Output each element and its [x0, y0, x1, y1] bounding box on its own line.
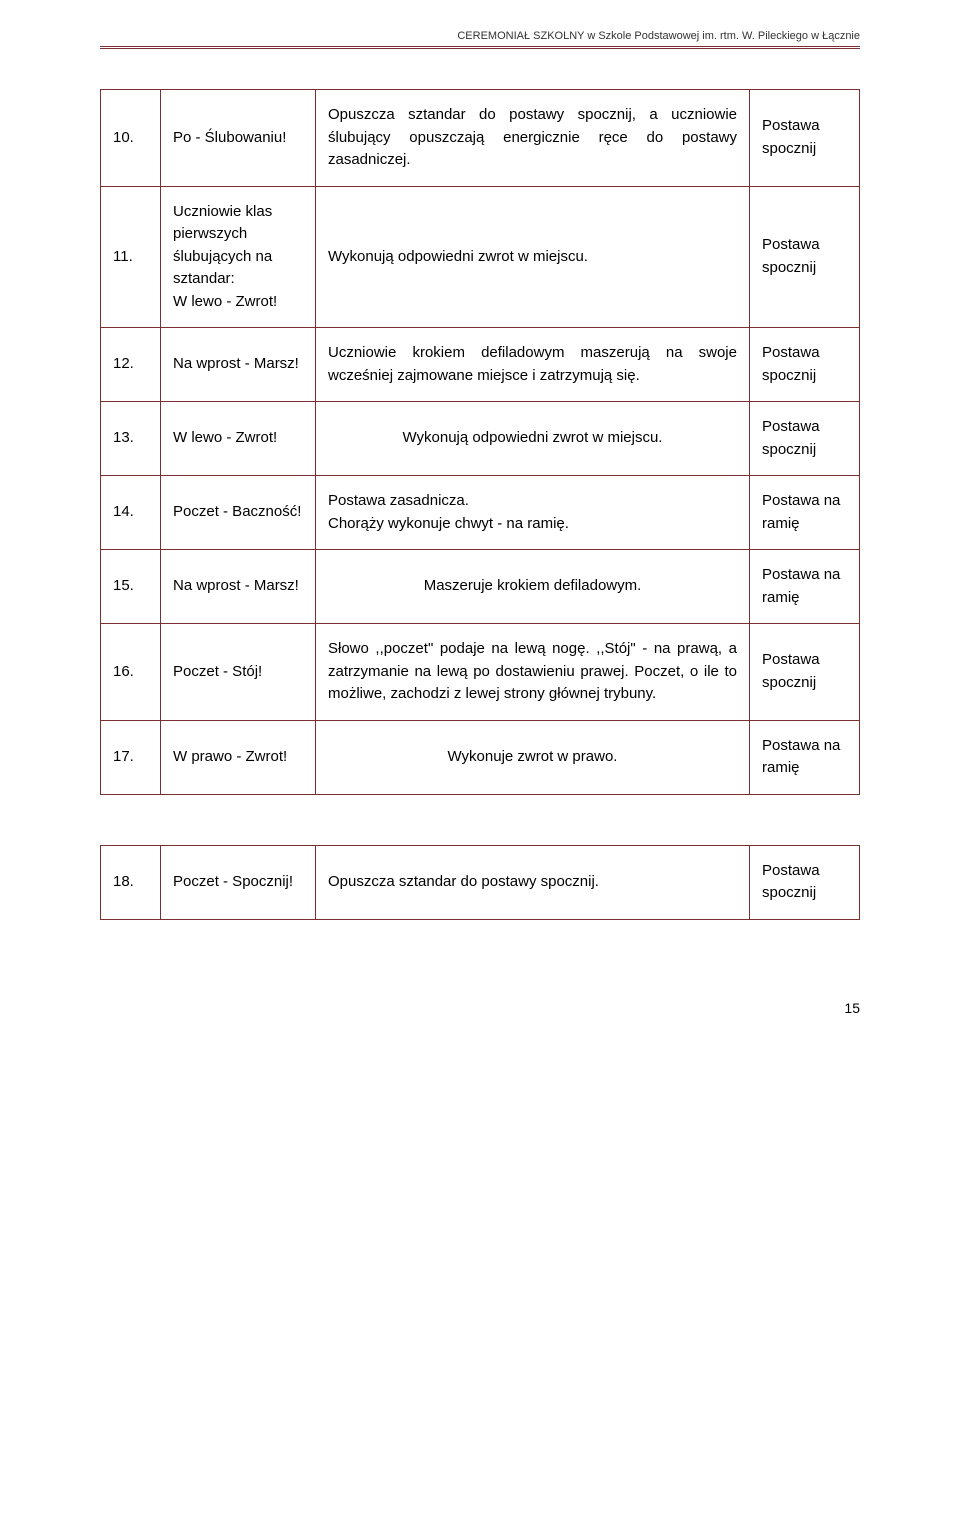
page-header: CEREMONIAŁ SZKOLNY w Szkole Podstawowej …	[100, 30, 860, 49]
table-row: 13.W lewo - Zwrot!Wykonują odpowiedni zw…	[101, 402, 860, 476]
command-cell: Uczniowie klas pierwszych ślubujących na…	[161, 186, 316, 328]
row-number: 18.	[101, 845, 161, 919]
command-cell: Poczet - Spocznij!	[161, 845, 316, 919]
description-cell: Maszeruje krokiem defiladowym.	[316, 550, 750, 624]
description-cell: Wykonują odpowiedni zwrot w miejscu.	[316, 402, 750, 476]
command-cell: W lewo - Zwrot!	[161, 402, 316, 476]
row-number: 10.	[101, 90, 161, 187]
command-cell: Na wprost - Marsz!	[161, 550, 316, 624]
row-number: 14.	[101, 476, 161, 550]
table-row: 12.Na wprost - Marsz!Uczniowie krokiem d…	[101, 328, 860, 402]
posture-cell: Postawa na ramię	[750, 476, 860, 550]
ceremony-table-secondary: 18.Poczet - Spocznij!Opuszcza sztandar d…	[100, 845, 860, 920]
table-row: 15.Na wprost - Marsz!Maszeruje krokiem d…	[101, 550, 860, 624]
table-row: 11.Uczniowie klas pierwszych ślubujących…	[101, 186, 860, 328]
document-page: CEREMONIAŁ SZKOLNY w Szkole Podstawowej …	[0, 0, 960, 1056]
command-cell: Po - Ślubowaniu!	[161, 90, 316, 187]
posture-cell: Postawa na ramię	[750, 720, 860, 794]
posture-cell: Postawa na ramię	[750, 550, 860, 624]
row-number: 12.	[101, 328, 161, 402]
description-cell: Uczniowie krokiem defiladowym maszerują …	[316, 328, 750, 402]
description-cell: Opuszcza sztandar do postawy spocznij.	[316, 845, 750, 919]
description-cell: Wykonuje zwrot w prawo.	[316, 720, 750, 794]
ceremony-table-main: 10.Po - Ślubowaniu!Opuszcza sztandar do …	[100, 89, 860, 795]
command-cell: Na wprost - Marsz!	[161, 328, 316, 402]
table-row: 10.Po - Ślubowaniu!Opuszcza sztandar do …	[101, 90, 860, 187]
table-row: 18.Poczet - Spocznij!Opuszcza sztandar d…	[101, 845, 860, 919]
posture-cell: Postawa spocznij	[750, 624, 860, 721]
description-cell: Opuszcza sztandar do postawy spocznij, a…	[316, 90, 750, 187]
posture-cell: Postawa spocznij	[750, 402, 860, 476]
posture-cell: Postawa spocznij	[750, 90, 860, 187]
description-cell: Słowo ,,poczet" podaje na lewą nogę. ,,S…	[316, 624, 750, 721]
posture-cell: Postawa spocznij	[750, 845, 860, 919]
table-row: 16.Poczet - Stój!Słowo ,,poczet" podaje …	[101, 624, 860, 721]
row-number: 15.	[101, 550, 161, 624]
posture-cell: Postawa spocznij	[750, 186, 860, 328]
command-cell: Poczet - Baczność!	[161, 476, 316, 550]
page-number: 15	[100, 1000, 860, 1016]
row-number: 16.	[101, 624, 161, 721]
posture-cell: Postawa spocznij	[750, 328, 860, 402]
row-number: 17.	[101, 720, 161, 794]
command-cell: W prawo - Zwrot!	[161, 720, 316, 794]
description-cell: Postawa zasadnicza. Chorąży wykonuje chw…	[316, 476, 750, 550]
table-row: 14.Poczet - Baczność!Postawa zasadnicza.…	[101, 476, 860, 550]
row-number: 11.	[101, 186, 161, 328]
row-number: 13.	[101, 402, 161, 476]
description-cell: Wykonują odpowiedni zwrot w miejscu.	[316, 186, 750, 328]
command-cell: Poczet - Stój!	[161, 624, 316, 721]
table-row: 17.W prawo - Zwrot!Wykonuje zwrot w praw…	[101, 720, 860, 794]
